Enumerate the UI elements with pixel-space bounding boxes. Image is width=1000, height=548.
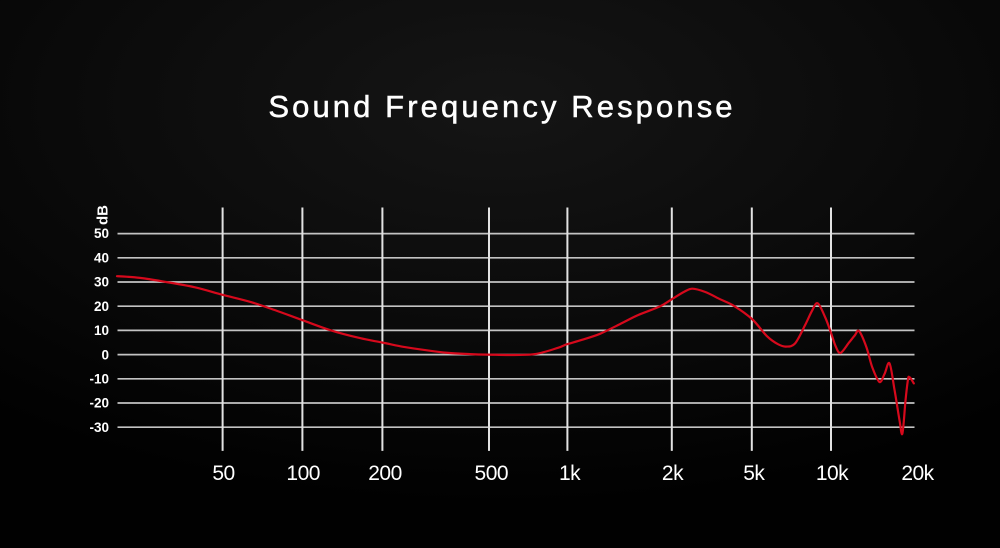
svg-text:20: 20: [94, 299, 109, 314]
svg-text:-30: -30: [89, 420, 109, 435]
svg-text:10k: 10k: [816, 462, 849, 485]
svg-text:1k: 1k: [559, 462, 581, 485]
svg-text:10: 10: [94, 323, 109, 338]
svg-text:30: 30: [94, 275, 109, 290]
svg-text:dB: dB: [95, 205, 112, 225]
svg-text:5k: 5k: [743, 462, 765, 485]
svg-text:200: 200: [368, 462, 402, 485]
svg-text:-20: -20: [89, 396, 109, 411]
svg-text:50: 50: [212, 462, 234, 485]
svg-text:500: 500: [475, 462, 509, 485]
svg-text:100: 100: [286, 462, 320, 485]
svg-text:50: 50: [94, 226, 109, 241]
svg-text:0: 0: [101, 347, 109, 362]
svg-text:-10: -10: [89, 372, 109, 387]
svg-text:20k: 20k: [901, 462, 934, 485]
svg-text:40: 40: [94, 251, 109, 266]
svg-text:2k: 2k: [662, 462, 684, 485]
